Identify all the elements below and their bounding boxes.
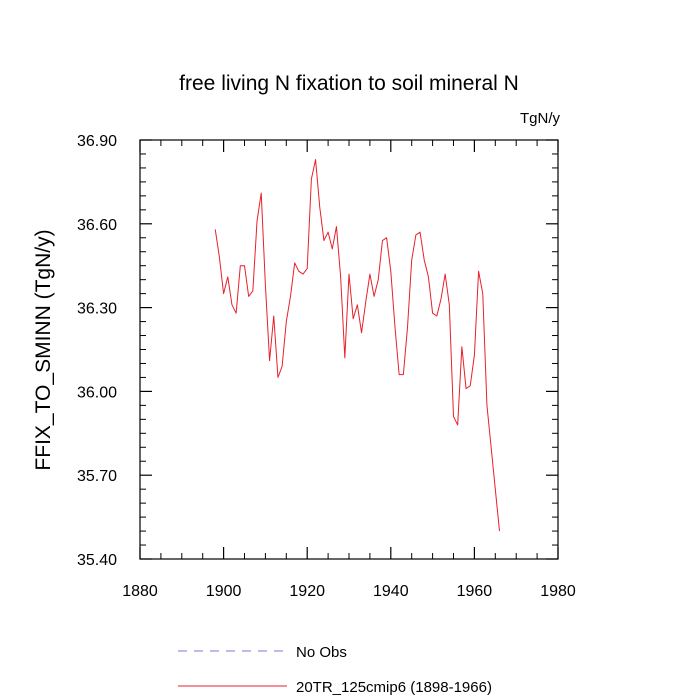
y-tick-label: 36.60 [77,217,117,234]
x-tick-label: 1940 [373,583,409,600]
y-tick-label: 36.30 [77,301,117,318]
x-tick-label: 1960 [457,583,493,600]
legend-label-no-obs: No Obs [296,644,347,661]
y-tick-label: 35.70 [77,468,117,485]
x-tick-label: 1900 [206,583,242,600]
x-tick-label: 1920 [289,583,325,600]
series-layer [214,159,500,532]
series-line-1 [214,159,500,532]
x-tick-label: 1980 [540,583,576,600]
axis-ticks [139,139,559,560]
x-tick-label: 1880 [122,583,158,600]
axis-tick-labels: 1880 1900 1920 1940 1960 1980 35.40 35.70 36.00 3… [77,133,576,600]
y-tick-label: 36.90 [77,133,117,150]
y-tick-label: 35.40 [77,552,117,569]
y-tick-label: 36.00 [77,384,117,401]
y-axis-label: FFIX_TO_SMINN (TgN/y) [32,229,55,470]
plot-frame [139,139,559,560]
chart-title: free living N fixation to soil mineral N [179,72,519,95]
legend-label-20tr: 20TR_125cmip6 (1898-1966) [296,679,492,696]
legend: No Obs 20TR_125cmip6 (1898-1966) [178,644,492,696]
units-label: TgN/y [520,110,561,127]
